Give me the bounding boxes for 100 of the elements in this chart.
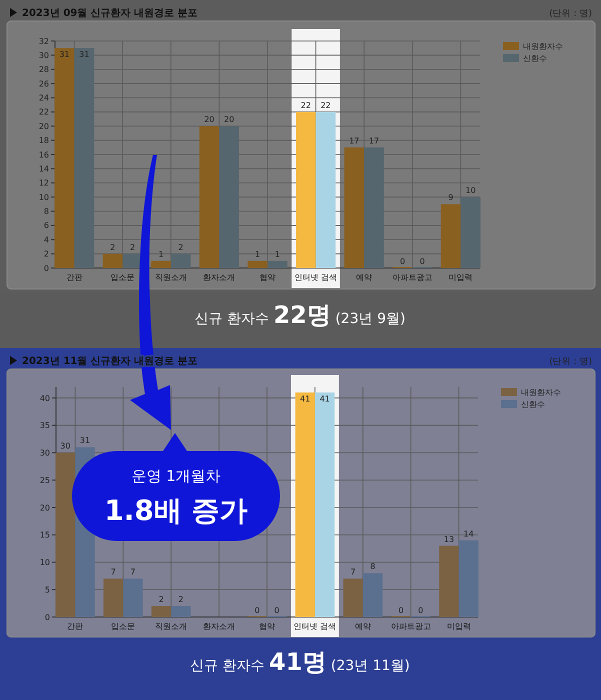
y-tick-label: 10 [38, 192, 49, 202]
bar [364, 147, 384, 268]
data-label: 1 [158, 250, 164, 259]
data-label: 2 [110, 242, 116, 252]
data-label: 13 [444, 534, 454, 544]
data-label: 0 [254, 606, 260, 615]
x-tick-label: 간판 [67, 622, 84, 631]
x-tick-label: 미입력 [448, 273, 473, 282]
legend-label: 내원환자수 [521, 388, 561, 397]
bar [219, 126, 240, 268]
bar [343, 578, 363, 617]
data-label: 22 [300, 100, 311, 110]
bar [54, 48, 74, 268]
data-label: 30 [60, 442, 70, 451]
y-tick-label: 10 [40, 558, 50, 568]
text: 신규 환자수 22명 (23년 9월) [194, 301, 406, 329]
data-label: 17 [368, 136, 380, 146]
text: (단위 : 명) [549, 357, 592, 367]
y-tick-label: 18 [38, 136, 49, 146]
data-label: 8 [370, 562, 376, 572]
bar [103, 578, 124, 617]
data-label: 0 [420, 257, 425, 266]
x-tick-label: 협약 [260, 273, 276, 282]
x-tick-label: 환자소개 [203, 622, 236, 631]
y-tick-label: 26 [38, 79, 49, 88]
bar [123, 578, 143, 617]
data-label: 0 [400, 257, 406, 266]
x-tick-label: 직원소개 [154, 273, 187, 282]
y-tick-label: 30 [40, 448, 50, 458]
bar [362, 573, 383, 617]
bar [171, 606, 191, 617]
x-tick-label: 아파트광고 [392, 273, 432, 282]
bar [170, 254, 191, 268]
data-label: 0 [398, 606, 404, 615]
x-tick-label: 협약 [259, 622, 275, 631]
bar [439, 546, 459, 617]
y-tick-label: 28 [38, 65, 49, 74]
bar [199, 126, 220, 268]
y-tick-label: 35 [40, 421, 50, 430]
y-tick-label: 24 [38, 94, 49, 103]
y-tick-label: 32 [38, 36, 49, 46]
data-label: 0 [274, 606, 280, 615]
x-tick-label: 환자소개 [203, 273, 236, 282]
text: (단위 : 명) [549, 9, 592, 19]
data-label: 1 [274, 250, 280, 259]
data-label: 17 [349, 136, 360, 146]
bar [74, 48, 94, 268]
y-tick-label: 20 [40, 503, 50, 512]
bar [344, 147, 364, 268]
y-tick-label: 20 [38, 122, 49, 131]
y-tick-label: 8 [44, 207, 49, 216]
bar [151, 606, 172, 617]
data-label: 1 [255, 250, 260, 259]
bar [102, 254, 123, 268]
data-label: 0 [418, 606, 424, 615]
y-tick-label: 12 [38, 178, 49, 188]
data-label: 7 [110, 568, 116, 577]
data-label: 2 [178, 242, 184, 252]
annotation: 운영 1개월차 [131, 467, 221, 485]
x-tick-label: 인터넷 검색 [294, 273, 338, 282]
x-tick-label: 미입력 [446, 622, 471, 631]
text: 신규 환자수 41명 (23년 11월) [190, 648, 410, 676]
y-tick-label: 14 [38, 164, 49, 174]
data-label: 10 [465, 186, 476, 196]
bar [440, 204, 461, 268]
x-tick-label: 입소문 [111, 622, 136, 631]
data-label: 41 [320, 394, 330, 404]
legend-label: 신환수 [521, 400, 545, 409]
x-tick-label: 예약 [354, 622, 371, 631]
data-label: 2 [158, 595, 164, 604]
data-label: 9 [448, 193, 454, 202]
legend-label: 신환수 [523, 54, 547, 63]
bar [268, 260, 288, 268]
data-label: 20 [204, 115, 214, 124]
legend-label: 내원환자수 [523, 42, 563, 51]
bar [458, 540, 478, 617]
x-tick-label: 아파트광고 [390, 622, 431, 631]
data-label: 20 [224, 115, 234, 124]
x-tick-label: 인터넷 검색 [294, 622, 336, 631]
chart-title: 2023년 09월 신규환자 내원경로 분포 [22, 8, 198, 19]
bar [248, 260, 268, 268]
x-tick-label: 간판 [66, 273, 82, 282]
y-tick-label: 0 [44, 612, 50, 622]
data-label: 2 [178, 595, 184, 604]
bar [56, 452, 76, 617]
data-label: 2 [130, 242, 136, 252]
bar [151, 260, 171, 268]
x-tick-label: 입소문 [110, 273, 135, 282]
chart-title: 2023년 11월 신규환자 내원경로 분포 [22, 356, 198, 367]
x-tick-label: 예약 [356, 273, 372, 282]
bar [316, 112, 336, 268]
bar [460, 197, 480, 268]
y-tick-label: 16 [38, 150, 49, 160]
data-label: 7 [350, 568, 356, 577]
y-tick-label: 6 [44, 221, 49, 230]
y-tick-label: 4 [44, 235, 49, 244]
x-tick-label: 직원소개 [155, 622, 188, 631]
data-label: 31 [79, 50, 90, 60]
data-label: 41 [300, 394, 310, 404]
y-tick-label: 25 [40, 476, 50, 485]
